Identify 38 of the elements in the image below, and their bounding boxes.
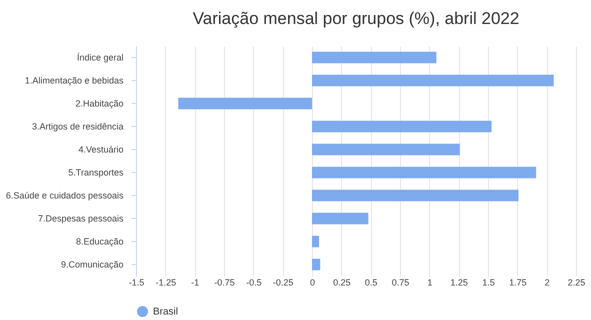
- y-tick-label: 1.Alimentação e bebidas: [24, 76, 124, 86]
- bar: [312, 190, 519, 202]
- x-tick-label: 0: [310, 278, 316, 288]
- bar: [178, 98, 312, 110]
- bar: [312, 236, 320, 248]
- x-tick-label: 0.5: [364, 278, 378, 288]
- bar: [312, 120, 492, 132]
- bar: [312, 144, 460, 156]
- x-tick-label: 1.75: [509, 278, 527, 288]
- x-tick-label: -1.25: [156, 278, 176, 288]
- y-tick-label: 8.Educação: [76, 236, 124, 246]
- bar: [312, 212, 368, 224]
- x-tick-label: -1: [191, 278, 200, 288]
- legend-label: Brasil: [153, 306, 178, 318]
- y-tick-label: 4.Vestuário: [78, 144, 124, 154]
- bar: [312, 166, 536, 178]
- x-tick-label: -0.25: [272, 278, 294, 288]
- x-tick-label: -0.5: [246, 278, 262, 288]
- x-tick-label: 2: [544, 278, 550, 288]
- x-tick-label: 0.25: [333, 278, 351, 288]
- bar: [312, 258, 320, 270]
- y-tick-label: 2.Habitação: [75, 98, 124, 108]
- bar: [312, 52, 436, 64]
- x-tick-label: 1: [427, 278, 432, 288]
- bar: [312, 74, 554, 86]
- y-tick-label: 9.Comunicação: [60, 260, 124, 270]
- x-tick-label: 1.25: [450, 278, 468, 288]
- y-tick-label: 6.Saúde e cuidados pessoais: [6, 190, 124, 200]
- x-tick-label: -0.75: [214, 278, 235, 288]
- x-tick-label: 1.5: [482, 278, 495, 288]
- y-tick-label: 7.Despesas pessoais: [38, 214, 124, 224]
- y-tick-label: 5.Transportes: [68, 168, 124, 178]
- x-tick-label: 2.25: [568, 278, 586, 288]
- x-tick-label: 0.75: [392, 278, 410, 288]
- y-tick-label: 3.Artigos de residência: [32, 122, 124, 132]
- y-tick-label: Índice geral: [76, 52, 124, 62]
- x-tick-label: -1.5: [128, 278, 144, 288]
- chart-title: Variação mensal por grupos (%), abril 2022: [192, 9, 520, 28]
